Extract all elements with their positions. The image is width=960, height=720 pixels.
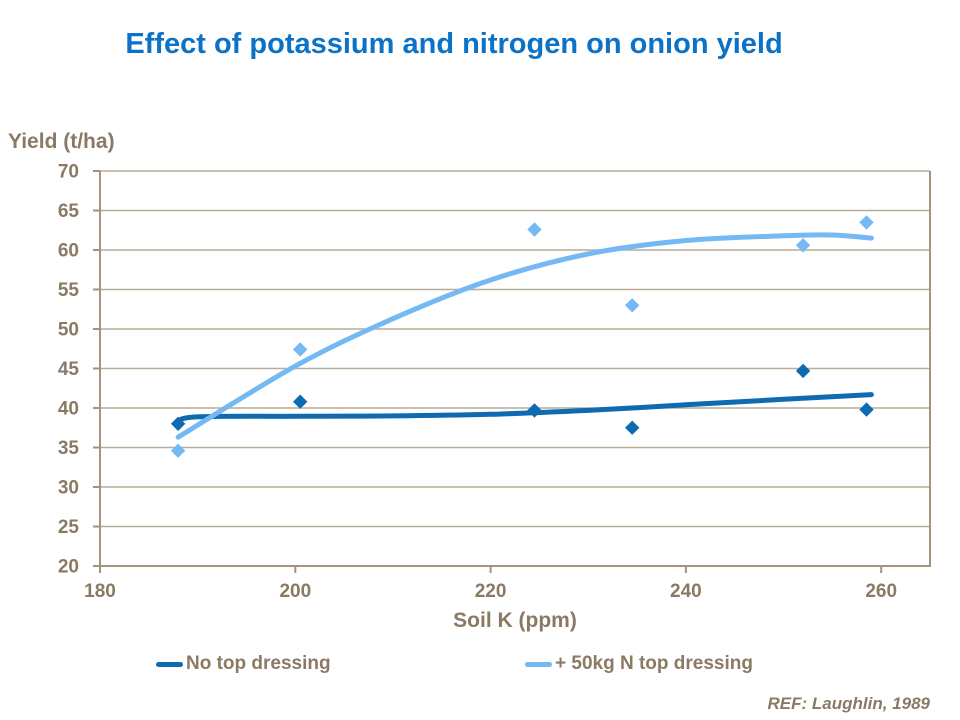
y-axis-title: Yield (t/ha) xyxy=(8,130,115,153)
y-tick-label: 60 xyxy=(58,241,79,262)
data-point-marker xyxy=(795,363,811,379)
data-point-marker xyxy=(527,403,542,418)
data-point-marker xyxy=(527,222,542,237)
data-points-50kg-n-top-dressing xyxy=(170,215,874,458)
chart-title: Effect of potassium and nitrogen on onio… xyxy=(125,28,783,60)
x-tick-label: 200 xyxy=(279,581,311,602)
x-tick-label: 180 xyxy=(84,581,116,602)
data-point-marker xyxy=(170,443,186,458)
y-tick-label: 55 xyxy=(58,280,80,301)
data-point-marker xyxy=(859,402,874,417)
y-tick-label: 20 xyxy=(58,557,79,578)
data-points-no-top-dressing xyxy=(170,363,874,435)
y-tick-label: 35 xyxy=(58,438,80,459)
x-tick-label: 240 xyxy=(670,581,702,602)
y-tick-label: 65 xyxy=(58,201,80,222)
x-axis-title: Soil K (ppm) xyxy=(453,609,577,632)
data-point-marker xyxy=(859,215,874,230)
legend-item-50kg-n-top-dressing: + 50kg N top dressing xyxy=(525,651,753,677)
legend-line-swatch-no-top-dressing xyxy=(156,661,183,667)
legend: No top dressing + 50kg N top dressing xyxy=(0,651,960,677)
axes: 20 25 30 35 40 45 50 55 60 65 70 180 200 220 240 260 xyxy=(58,162,931,602)
y-tick-label: 25 xyxy=(58,517,80,538)
y-tick-label: 70 xyxy=(58,162,79,183)
data-point-marker xyxy=(293,342,308,357)
legend-label-50kg-n-top-dressing: + 50kg N top dressing xyxy=(555,653,753,674)
data-point-marker xyxy=(625,298,640,313)
y-tick-label: 45 xyxy=(58,359,80,380)
data-point-marker xyxy=(293,394,308,409)
x-tick-label: 260 xyxy=(865,581,897,602)
trendline-50kg-n-top-dressing xyxy=(175,232,874,440)
reference-citation: REF: Laughlin, 1989 xyxy=(767,694,930,713)
legend-label-no-top-dressing: No top dressing xyxy=(186,653,331,674)
legend-item-no-top-dressing: No top dressing xyxy=(156,651,331,677)
y-tick-label: 40 xyxy=(58,399,79,420)
legend-line-swatch-50kg-n-top-dressing xyxy=(525,661,552,667)
data-point-marker xyxy=(625,420,640,435)
y-tick-label: 50 xyxy=(58,320,79,341)
x-tick-label: 220 xyxy=(475,581,507,602)
trendline-no-top-dressing xyxy=(175,392,874,428)
data-point-marker xyxy=(170,416,186,431)
data-point-marker xyxy=(795,238,811,253)
y-tick-label: 30 xyxy=(58,478,79,499)
